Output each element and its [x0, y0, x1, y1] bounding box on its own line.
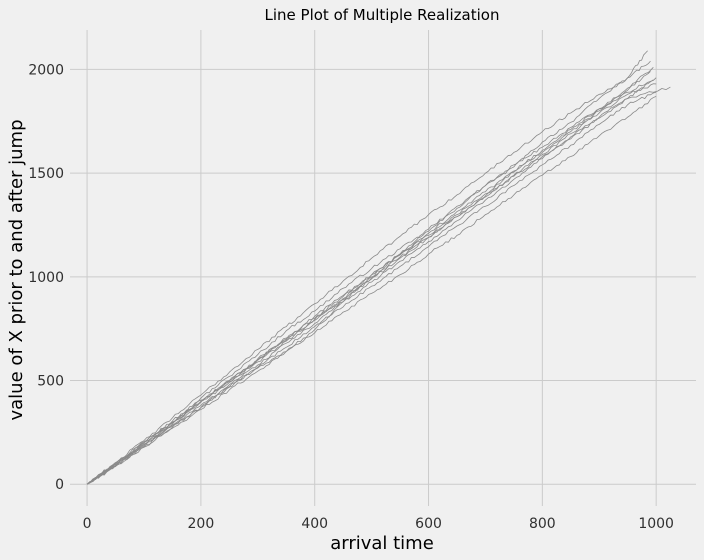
grid — [70, 30, 696, 506]
y-axis-title: value of X prior to and after jump — [6, 119, 27, 420]
y-tick-label: 1000 — [28, 270, 64, 286]
realization-line — [86, 67, 654, 485]
realization-line — [86, 86, 671, 485]
y-tick-labels: 0 500 1000 1500 2000 — [28, 62, 64, 493]
y-tick-label: 500 — [37, 374, 64, 390]
x-tick-label: 200 — [188, 516, 215, 532]
x-tick-label: 800 — [529, 516, 556, 532]
x-tick-label: 0 — [83, 516, 92, 532]
x-axis-title: arrival time — [330, 533, 434, 554]
y-tick-label: 1500 — [28, 166, 64, 182]
realization-line — [86, 96, 657, 485]
x-tick-labels: 0 200 400 600 800 1000 — [83, 516, 674, 532]
realization-line — [86, 60, 651, 485]
chart-title: Line Plot of Multiple Realization — [265, 6, 500, 24]
realization-line — [86, 79, 654, 485]
x-tick-label: 400 — [301, 516, 328, 532]
y-tick-label: 0 — [55, 477, 64, 493]
realization-line — [86, 83, 657, 485]
x-tick-label: 600 — [415, 516, 442, 532]
y-tick-label: 2000 — [28, 62, 64, 78]
series-lines — [86, 50, 671, 485]
x-tick-label: 1000 — [638, 516, 674, 532]
realization-line — [86, 91, 657, 485]
